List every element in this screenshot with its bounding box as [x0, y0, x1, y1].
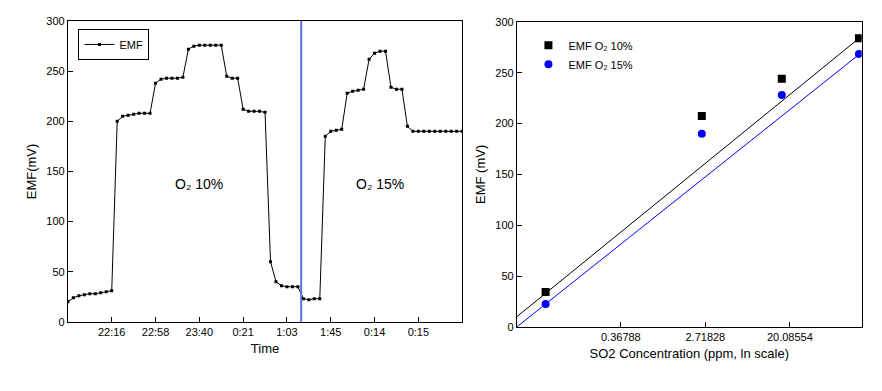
svg-text:0:15: 0:15 — [408, 326, 429, 338]
svg-text:0.36788: 0.36788 — [601, 331, 641, 343]
svg-text:EMF O₂ 10%: EMF O₂ 10% — [568, 40, 632, 52]
svg-text:1:45: 1:45 — [320, 326, 341, 338]
svg-text:50: 50 — [52, 266, 64, 278]
svg-text:O₂ 10%: O₂ 10% — [175, 176, 223, 192]
svg-text:O₂ 15%: O₂ 15% — [356, 176, 404, 192]
svg-text:150: 150 — [495, 168, 513, 180]
svg-text:0: 0 — [59, 316, 65, 328]
svg-text:22:16: 22:16 — [98, 326, 126, 338]
svg-text:200: 200 — [495, 117, 513, 129]
svg-text:2.71828: 2.71828 — [685, 331, 725, 343]
svg-text:250: 250 — [46, 65, 64, 77]
svg-text:100: 100 — [495, 219, 513, 231]
svg-text:23:40: 23:40 — [186, 326, 214, 338]
svg-text:50: 50 — [501, 270, 513, 282]
svg-text:250: 250 — [495, 67, 513, 79]
svg-text:Time: Time — [251, 341, 279, 356]
svg-text:EMF O₂ 15%: EMF O₂ 15% — [568, 59, 632, 71]
svg-text:200: 200 — [46, 115, 64, 127]
svg-text:0: 0 — [508, 321, 514, 333]
svg-text:100: 100 — [46, 215, 64, 227]
svg-text:150: 150 — [46, 165, 64, 177]
svg-text:22:58: 22:58 — [142, 326, 170, 338]
svg-text:EMF (mV): EMF (mV) — [473, 145, 488, 204]
svg-text:0:14: 0:14 — [364, 326, 385, 338]
svg-text:EMF(mV): EMF(mV) — [24, 144, 39, 200]
svg-text:1:03: 1:03 — [276, 326, 297, 338]
svg-text:SO2 Concentration (ppm, ln sca: SO2 Concentration (ppm, ln scale) — [590, 346, 789, 361]
svg-text:20.08554: 20.08554 — [767, 331, 813, 343]
svg-text:EMF: EMF — [119, 39, 143, 51]
svg-text:300: 300 — [495, 16, 513, 28]
svg-text:300: 300 — [46, 15, 64, 27]
svg-text:0:21: 0:21 — [232, 326, 253, 338]
